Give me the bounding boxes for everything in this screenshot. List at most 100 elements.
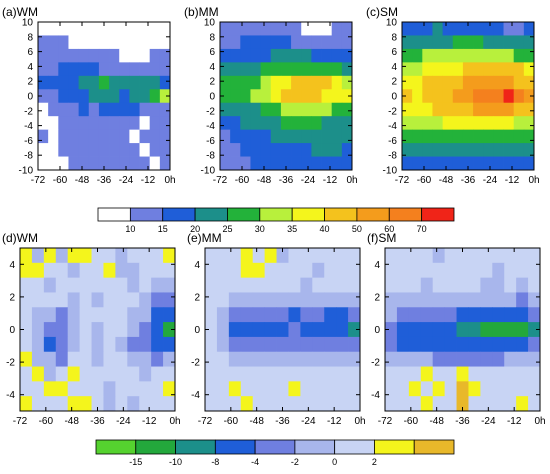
heatmap-cell: [78, 89, 90, 104]
heatmap-cell: [38, 116, 49, 131]
heatmap-cell: [129, 22, 140, 36]
heatmap-cell: [139, 48, 151, 63]
heatmap-cell: [301, 129, 312, 144]
y-tick-label: -4: [371, 390, 380, 401]
heatmap-cell: [528, 307, 541, 323]
heatmap-cell: [240, 351, 254, 367]
heatmap-cell: [68, 129, 80, 144]
heatmap-cell: [260, 89, 272, 104]
heatmap-cell: [250, 143, 262, 157]
heatmap-cell: [38, 35, 49, 50]
heatmap-cell: [205, 351, 218, 367]
heatmap-cell: [456, 336, 469, 353]
heatmap-cell: [468, 248, 481, 264]
heatmap-cell: [341, 116, 353, 131]
heatmap-cell: [68, 143, 80, 157]
heatmap-cell: [127, 262, 140, 279]
heatmap-cell: [240, 75, 251, 90]
y-tick-label: -2: [388, 106, 397, 117]
colorbar-label: 10: [125, 224, 135, 234]
heatmap-cell: [55, 366, 69, 382]
heatmap-cell: [88, 62, 100, 77]
y-tick-label: 4: [9, 260, 15, 271]
heatmap-cell: [216, 248, 230, 264]
heatmap-cell: [250, 75, 262, 90]
heatmap-cell: [205, 366, 218, 382]
heatmap-cell: [250, 89, 262, 104]
heatmap-cell: [48, 143, 59, 157]
heatmap-cell: [38, 102, 49, 117]
heatmap-cell: [341, 75, 353, 90]
heatmap-cell: [250, 116, 262, 131]
heatmap-cell: [483, 89, 494, 104]
colorbar-swatch: [259, 207, 293, 222]
heatmap-cell: [119, 143, 130, 157]
heatmap-cell: [324, 262, 337, 279]
heatmap-cell: [288, 277, 301, 293]
heatmap-cell: [528, 336, 541, 353]
heatmap-cell: [67, 277, 81, 293]
heatmap-cell: [55, 336, 69, 353]
heatmap-cell: [516, 336, 529, 353]
heatmap-cell: [442, 116, 454, 131]
y-tick-label: 4: [194, 260, 200, 271]
heatmap-cell: [432, 156, 444, 171]
y-tick-label: 4: [209, 62, 215, 73]
heatmap-cell: [270, 48, 282, 63]
heatmap-cell: [402, 22, 413, 36]
heatmap-cell: [139, 292, 152, 308]
heatmap-cell: [444, 351, 457, 367]
heatmap-cell: [444, 366, 457, 382]
heatmap-cell: [91, 336, 104, 353]
heatmap-cell: [260, 35, 272, 50]
heatmap-cell: [149, 35, 161, 50]
heatmap-cell: [205, 381, 218, 397]
heatmap-cell: [20, 381, 33, 397]
heatmap-cell: [341, 143, 353, 157]
heatmap-cell: [88, 102, 100, 117]
heatmap-cell: [321, 75, 333, 90]
y-tick-label: 8: [391, 32, 397, 43]
heatmap-cell: [432, 129, 444, 144]
heatmap-cell: [523, 129, 535, 144]
heatmap-cell: [408, 277, 422, 293]
heatmap-cell: [523, 102, 535, 117]
heatmap-cell: [109, 156, 120, 171]
heatmap-cell: [468, 351, 481, 367]
heatmap-cell: [216, 262, 230, 279]
heatmap-cell: [301, 143, 312, 157]
heatmap-cell: [103, 322, 116, 338]
heatmap-cell: [129, 48, 140, 63]
heatmap-cell: [216, 322, 230, 338]
heatmap-cell: [55, 351, 69, 367]
heatmap-cell: [240, 116, 251, 131]
heatmap-cell: [468, 262, 481, 279]
heatmap-cell: [252, 248, 266, 264]
heatmap-cell: [55, 322, 69, 338]
heatmap-cell: [270, 116, 282, 131]
heatmap-cell: [79, 351, 92, 367]
heatmap-cell: [311, 75, 322, 90]
heatmap-cell: [301, 62, 312, 77]
heatmap-cell: [276, 381, 289, 397]
heatmap-cell: [444, 396, 457, 412]
heatmap-cell: [432, 116, 444, 131]
heatmap-cell: [385, 277, 398, 293]
heatmap-cell: [321, 143, 333, 157]
heatmap-cell: [250, 35, 262, 50]
heatmap-cell: [252, 366, 266, 382]
heatmap-cell: [493, 22, 504, 36]
heatmap-cell: [240, 277, 254, 293]
heatmap-cell: [240, 336, 254, 353]
heatmap-cell: [151, 248, 164, 264]
heatmap-cell: [115, 262, 128, 279]
heatmap-cell: [523, 62, 535, 77]
heatmap-cell: [264, 307, 277, 323]
heatmap-cell: [48, 75, 59, 90]
heatmap-cell: [492, 351, 505, 367]
heatmap-cell: [493, 48, 504, 63]
heatmap-cell: [422, 129, 433, 144]
colorbar-label: 0: [332, 457, 337, 467]
x-tick-label: -36: [97, 175, 112, 186]
heatmap-cell: [442, 102, 454, 117]
